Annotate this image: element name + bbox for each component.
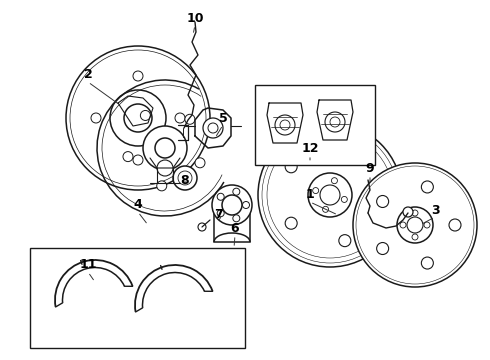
Circle shape bbox=[140, 111, 150, 121]
Text: 9: 9 bbox=[366, 162, 374, 175]
Circle shape bbox=[313, 188, 318, 194]
Circle shape bbox=[449, 219, 461, 231]
Bar bbox=[30, 248, 245, 348]
Circle shape bbox=[308, 173, 352, 217]
Circle shape bbox=[155, 138, 175, 158]
Circle shape bbox=[412, 210, 418, 216]
Circle shape bbox=[233, 188, 240, 195]
Circle shape bbox=[157, 160, 173, 176]
Circle shape bbox=[400, 222, 406, 228]
Circle shape bbox=[233, 215, 240, 222]
Text: 8: 8 bbox=[181, 174, 189, 186]
Text: 12: 12 bbox=[301, 141, 319, 154]
Circle shape bbox=[397, 207, 433, 243]
Circle shape bbox=[110, 90, 166, 146]
Circle shape bbox=[322, 206, 329, 212]
Circle shape bbox=[178, 171, 192, 185]
Bar bbox=[214, 197, 250, 242]
Circle shape bbox=[377, 195, 389, 207]
Text: 3: 3 bbox=[431, 203, 440, 216]
Circle shape bbox=[185, 114, 195, 124]
Circle shape bbox=[353, 163, 477, 287]
Circle shape bbox=[217, 210, 224, 217]
Circle shape bbox=[285, 217, 297, 229]
Circle shape bbox=[320, 185, 340, 205]
Circle shape bbox=[203, 118, 223, 138]
Circle shape bbox=[173, 166, 197, 190]
Circle shape bbox=[123, 152, 133, 162]
Circle shape bbox=[377, 243, 389, 255]
Text: 11: 11 bbox=[79, 258, 97, 271]
Circle shape bbox=[208, 123, 218, 133]
Circle shape bbox=[325, 112, 345, 132]
Circle shape bbox=[66, 46, 210, 190]
Circle shape bbox=[124, 104, 152, 132]
Circle shape bbox=[403, 207, 413, 217]
Text: 4: 4 bbox=[134, 198, 143, 211]
Bar bbox=[255, 85, 375, 165]
Text: 6: 6 bbox=[231, 221, 239, 234]
Text: 5: 5 bbox=[219, 112, 227, 125]
Circle shape bbox=[280, 120, 290, 130]
Circle shape bbox=[143, 126, 187, 170]
Circle shape bbox=[412, 234, 418, 240]
Circle shape bbox=[157, 181, 167, 191]
Text: 2: 2 bbox=[84, 68, 93, 81]
Circle shape bbox=[285, 161, 297, 173]
Circle shape bbox=[175, 113, 185, 123]
Circle shape bbox=[330, 117, 340, 127]
Text: 10: 10 bbox=[186, 12, 204, 24]
Text: 7: 7 bbox=[214, 208, 222, 221]
Circle shape bbox=[339, 143, 351, 156]
Circle shape bbox=[372, 189, 384, 201]
Circle shape bbox=[407, 217, 423, 233]
Circle shape bbox=[198, 223, 206, 231]
Circle shape bbox=[421, 257, 433, 269]
Circle shape bbox=[331, 178, 338, 184]
Circle shape bbox=[222, 195, 242, 215]
Circle shape bbox=[424, 222, 430, 228]
Circle shape bbox=[258, 123, 402, 267]
Text: 1: 1 bbox=[306, 189, 315, 202]
Circle shape bbox=[339, 235, 351, 247]
Circle shape bbox=[133, 155, 143, 165]
Circle shape bbox=[217, 193, 224, 200]
Circle shape bbox=[195, 158, 205, 168]
Circle shape bbox=[133, 71, 143, 81]
Circle shape bbox=[342, 197, 347, 202]
Circle shape bbox=[212, 185, 252, 225]
Circle shape bbox=[421, 181, 433, 193]
Circle shape bbox=[275, 115, 295, 135]
Circle shape bbox=[91, 113, 101, 123]
Circle shape bbox=[243, 202, 249, 208]
